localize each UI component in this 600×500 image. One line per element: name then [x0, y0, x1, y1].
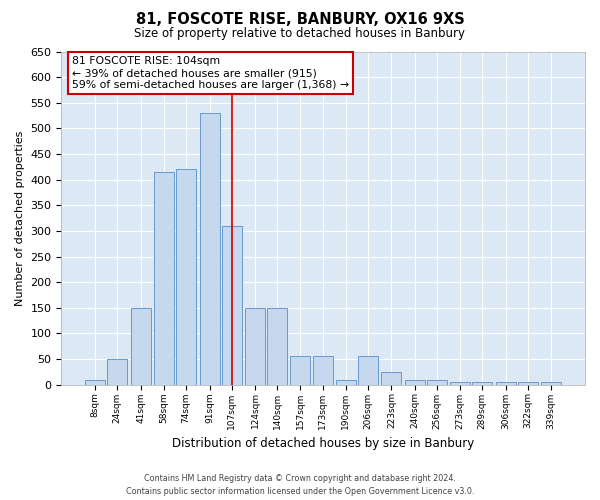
- Text: 81, FOSCOTE RISE, BANBURY, OX16 9XS: 81, FOSCOTE RISE, BANBURY, OX16 9XS: [136, 12, 464, 28]
- Bar: [472, 382, 493, 384]
- Bar: [267, 308, 287, 384]
- Bar: [518, 382, 538, 384]
- Bar: [176, 170, 196, 384]
- Bar: [427, 380, 447, 384]
- Bar: [541, 382, 561, 384]
- Bar: [85, 380, 105, 384]
- Bar: [496, 382, 516, 384]
- Bar: [154, 172, 174, 384]
- Bar: [382, 372, 401, 384]
- Bar: [336, 380, 356, 384]
- Bar: [405, 380, 425, 384]
- Bar: [221, 226, 242, 384]
- Bar: [245, 308, 265, 384]
- Bar: [358, 356, 378, 384]
- Bar: [313, 356, 332, 384]
- Bar: [200, 113, 220, 384]
- Bar: [131, 308, 151, 384]
- Text: Size of property relative to detached houses in Banbury: Size of property relative to detached ho…: [134, 28, 466, 40]
- Bar: [290, 356, 310, 384]
- Bar: [451, 382, 470, 384]
- Text: 81 FOSCOTE RISE: 104sqm
← 39% of detached houses are smaller (915)
59% of semi-d: 81 FOSCOTE RISE: 104sqm ← 39% of detache…: [72, 56, 349, 90]
- Bar: [107, 359, 127, 384]
- Text: Contains HM Land Registry data © Crown copyright and database right 2024.
Contai: Contains HM Land Registry data © Crown c…: [126, 474, 474, 496]
- X-axis label: Distribution of detached houses by size in Banbury: Distribution of detached houses by size …: [172, 437, 475, 450]
- Y-axis label: Number of detached properties: Number of detached properties: [15, 130, 25, 306]
